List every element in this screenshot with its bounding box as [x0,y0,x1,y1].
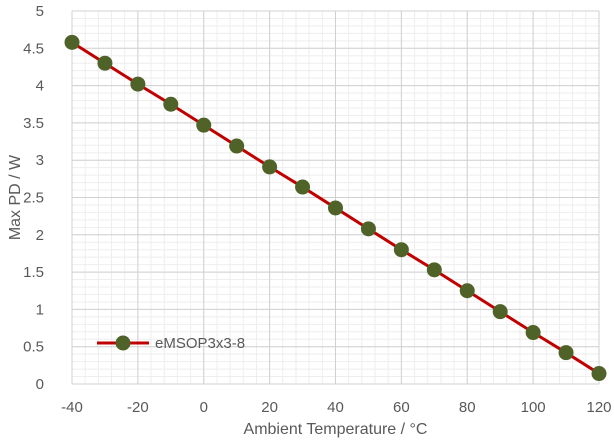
legend-marker [115,335,131,351]
data-point [492,304,508,320]
y-tick-label: 4 [36,78,44,95]
y-tick-label: 3 [36,152,44,169]
x-tick-label: -20 [127,399,149,416]
x-tick-label: 80 [459,399,476,416]
data-point [196,117,212,133]
series-layer [64,34,607,382]
data-point [64,34,80,50]
data-point [130,76,146,92]
data-point [525,325,541,341]
data-point [97,55,113,71]
x-tick-label: 100 [521,399,546,416]
x-tick-label: 0 [200,399,208,416]
y-tick-label: 5 [36,3,44,20]
data-point [558,345,574,361]
data-point [459,283,475,299]
y-tick-label: 2 [36,227,44,244]
y-tick-label: 2.5 [23,190,44,207]
data-point [328,200,343,216]
y-tick-label: 4.5 [23,40,44,57]
legend: eMSOP3x3-8 [97,335,245,352]
data-point [295,179,311,195]
y-tick-label: 3.5 [23,115,44,132]
major-grid [71,10,600,385]
x-tick-label: 120 [586,399,611,416]
y-tick-label: 0 [36,376,44,393]
tick-labels: -40 -20 0 20 40 60 80 100 120 0 0.5 1 1.5 2 2.5 3 3.5 4 4.… [23,3,611,416]
x-axis-title: Ambient Temperature / °C [244,421,428,438]
y-tick-label: 1.5 [23,264,44,281]
y-tick-label: 0.5 [23,339,44,356]
x-tick-label: 20 [261,399,278,416]
data-point [262,159,278,175]
data-point [360,221,376,237]
x-tick-label: -40 [61,399,83,416]
data-point [426,262,442,278]
x-tick-label: 40 [327,399,344,416]
data-point [229,138,245,154]
y-tick-label: 1 [36,301,44,318]
data-point [591,366,607,382]
legend-label-series-1: eMSOP3x3-8 [155,335,245,352]
x-tick-label: 60 [393,399,410,416]
data-point [163,96,179,112]
data-point [393,242,409,258]
y-axis-title: Max PD / W [7,154,24,240]
